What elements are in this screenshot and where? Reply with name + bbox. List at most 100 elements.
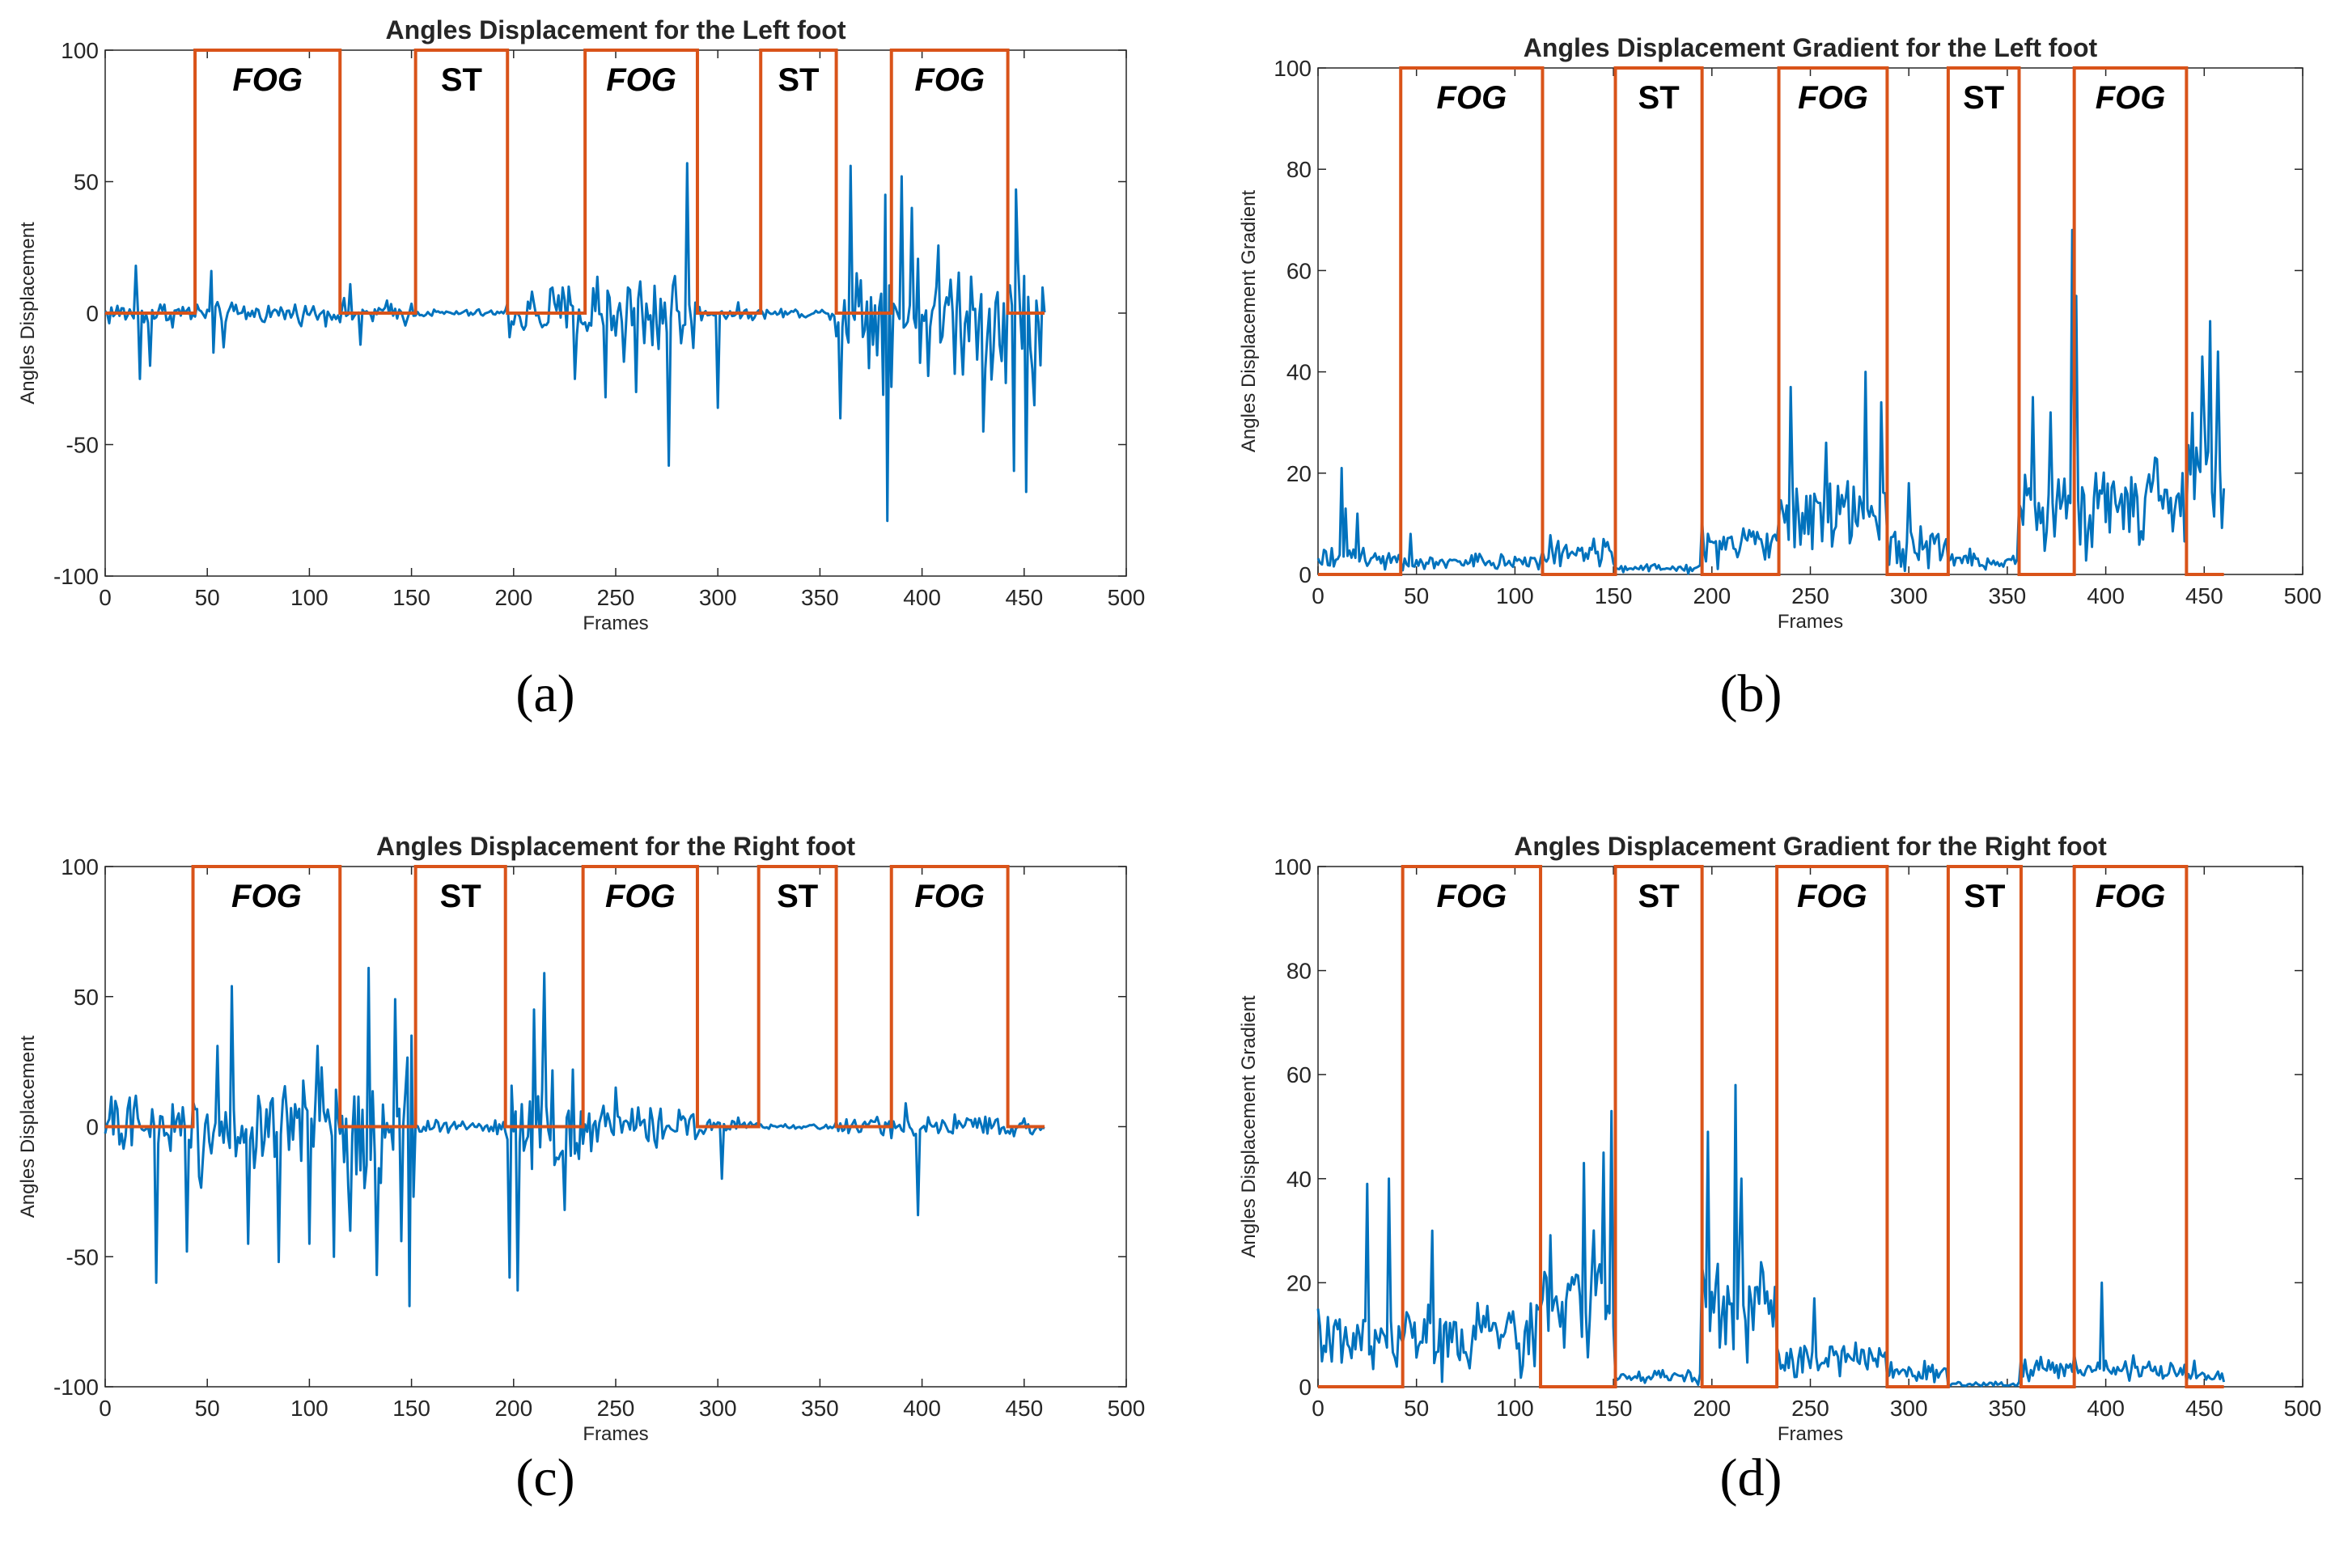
y-tick-label: 60 [1286,258,1312,283]
x-tick-label: 300 [1890,583,1928,608]
x-axis-label: Frames [583,612,648,634]
x-tick-label: 500 [2284,1396,2322,1421]
x-tick-label: 100 [290,1396,328,1421]
x-tick-label: 250 [597,585,635,610]
segment-label-fog: FOG [2096,80,2166,116]
x-tick-label: 0 [1312,1396,1324,1421]
x-tick-label: 200 [494,585,532,610]
chart-title: Angles Displacement Gradient for the Lef… [1524,33,2098,62]
x-tick-label: 250 [1791,583,1829,608]
y-tick-label: 50 [74,170,99,195]
signal-series [1316,1083,2226,1388]
x-tick-label: 350 [801,1396,839,1421]
segment-label-fog: FOG [2096,879,2166,914]
x-tick-label: 400 [903,585,941,610]
y-tick-label: 40 [1286,1167,1312,1192]
segment-label-st: ST [441,62,482,98]
y-tick-label: 0 [1299,562,1312,587]
x-tick-label: 300 [699,1396,737,1421]
y-tick-label: 100 [61,38,99,63]
segment-label-fog: FOG [606,62,676,98]
segment-wave [105,865,1045,1129]
y-tick-label: 20 [1286,461,1312,486]
x-tick-label: 450 [2185,1396,2223,1421]
x-tick-label: 150 [1595,583,1633,608]
x-tick-label: 350 [801,585,839,610]
chart-d: Angles Displacement Gradient for the Rig… [1238,832,2322,1445]
segment-label-fog: FOG [1798,80,1868,116]
chart-title: Angles Displacement for the Left foot [386,15,846,44]
segment-label-st: ST [1963,80,2004,116]
x-tick-label: 400 [2087,583,2125,608]
x-axis-label: Frames [583,1423,648,1445]
y-axis-label: Angles Displacement [17,222,39,405]
y-tick-label: 0 [1299,1375,1312,1400]
x-tick-label: 150 [1595,1396,1633,1421]
chart-a: Angles Displacement for the Left foot 0 50… [17,15,1146,634]
x-tick-label: 250 [597,1396,635,1421]
segment-label-fog: FOG [231,879,302,914]
panel-c: Angles Displacement for the Right foot 0 5… [0,784,1174,1568]
segment-wave [1318,66,2224,576]
y-tick-label: 50 [74,985,99,1010]
y-tick-label: 100 [1274,854,1312,879]
signal-series [1316,228,2226,575]
y-tick-label: -50 [66,1244,99,1269]
segment-label-st: ST [777,879,818,914]
x-tick-label: 50 [1404,583,1429,608]
segment-wave [105,49,1045,315]
x-tick-label: 0 [99,585,112,610]
caption-d: (d) [1719,1448,1782,1507]
segment-label-fog: FOG [1437,879,1507,914]
x-tick-label: 500 [1108,585,1146,610]
y-axis-label: Angles Displacement Gradient [1238,995,1260,1257]
x-tick-label: 100 [290,585,328,610]
x-tick-label: 200 [1693,1396,1731,1421]
x-tick-label: 200 [494,1396,532,1421]
caption-c: (c) [515,1448,575,1507]
segment-label-fog: FOG [914,62,985,98]
x-tick-label: 350 [1989,583,2027,608]
axes-box [1317,866,2303,1388]
segment-label-fog: FOG [605,879,676,914]
segment-label-fog: FOG [232,62,303,98]
y-tick-label: 40 [1286,360,1312,385]
y-axis-label: Angles Displacement [17,1035,39,1218]
x-tick-label: 450 [2185,583,2223,608]
x-tick-label: 100 [1496,583,1534,608]
x-tick-label: 400 [2087,1396,2125,1421]
segment-label-fog: FOG [914,879,985,914]
x-tick-label: 0 [1312,583,1324,608]
segment-label-fog: FOG [1437,80,1507,116]
y-tick-label: 0 [86,301,99,326]
panel-a: Angles Displacement for the Left foot 0 50… [0,0,1174,784]
y-tick-label: 60 [1286,1062,1312,1087]
x-tick-label: 300 [1890,1396,1928,1421]
signal-series [104,162,1046,523]
segment-label-st: ST [440,879,481,914]
chart-title: Angles Displacement Gradient for the Rig… [1514,832,2107,861]
segment-label-st: ST [1638,879,1680,914]
x-tick-label: 100 [1496,1396,1534,1421]
segment-label-st: ST [1964,879,2005,914]
x-tick-label: 450 [1005,1396,1043,1421]
y-tick-label: -50 [66,433,99,458]
x-tick-label: 500 [2284,583,2322,608]
caption-b: (b) [1719,664,1782,723]
chart-c: Angles Displacement for the Right foot 0 5… [17,832,1145,1445]
x-tick-label: 450 [1005,585,1043,610]
panel-d: Angles Displacement Gradient for the Rig… [1174,784,2348,1568]
chart-b: Angles Displacement Gradient for the Lef… [1238,33,2322,633]
y-tick-label: -100 [53,564,99,589]
segment-label-st: ST [778,62,819,98]
y-tick-label: 100 [1274,56,1312,81]
y-tick-label: 80 [1286,157,1312,182]
segment-label-st: ST [1638,80,1680,116]
x-axis-label: Frames [1778,611,1843,633]
y-tick-label: 80 [1286,959,1312,984]
x-axis-label: Frames [1778,1423,1843,1445]
signal-series [104,966,1045,1307]
x-tick-label: 50 [1404,1396,1429,1421]
x-tick-label: 300 [699,585,737,610]
caption-a: (a) [515,664,575,723]
